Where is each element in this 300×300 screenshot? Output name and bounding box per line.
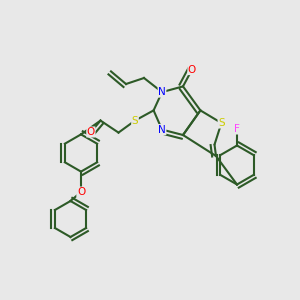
Text: O: O [188,64,196,75]
Text: F: F [234,124,240,134]
Text: N: N [158,87,166,97]
Text: O: O [77,187,85,197]
Text: S: S [132,116,138,126]
Text: O: O [87,127,95,137]
Text: S: S [218,118,225,128]
Text: N: N [158,124,166,135]
